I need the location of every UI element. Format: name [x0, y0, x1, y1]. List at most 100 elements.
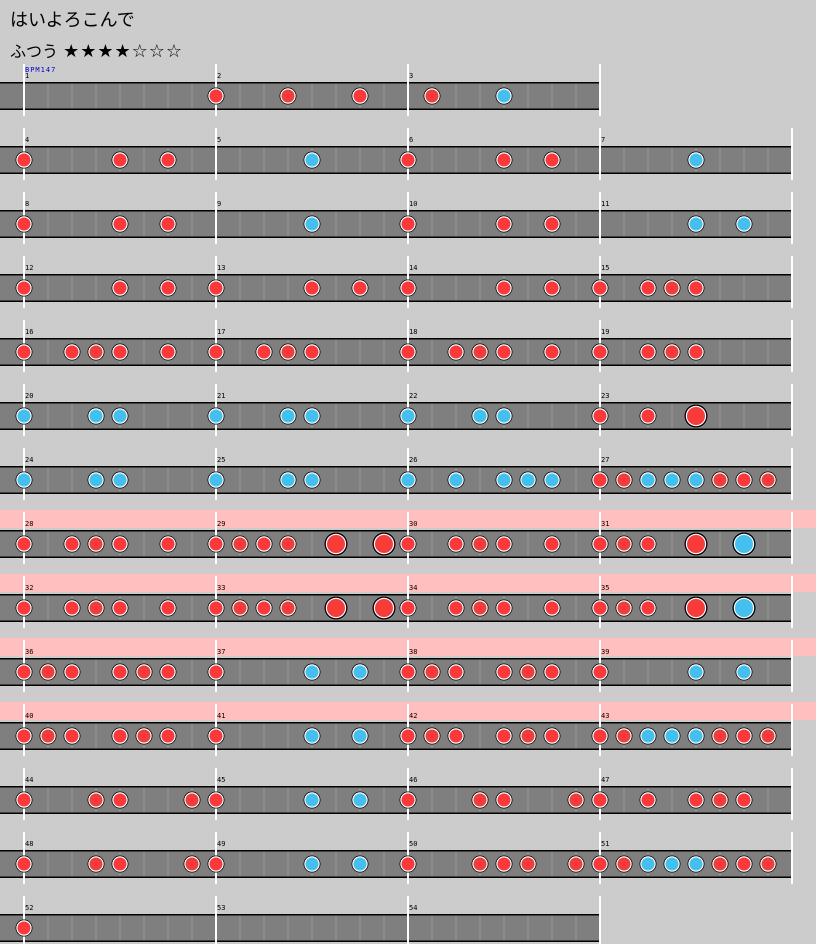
measure-number: 15 [601, 264, 609, 272]
don-note [17, 153, 31, 167]
lane-border-bottom [0, 364, 792, 366]
don-note [665, 345, 679, 359]
ka-note [281, 409, 295, 423]
ka-note [497, 473, 511, 487]
don-note [449, 665, 463, 679]
measure-number: 12 [25, 264, 33, 272]
don-note [473, 857, 487, 871]
lane-border-bottom [0, 108, 600, 110]
don-note [497, 217, 511, 231]
don-note [425, 729, 439, 743]
don-note [113, 217, 127, 231]
lane-border-bottom [0, 492, 792, 494]
don-note [17, 857, 31, 871]
don-note [497, 665, 511, 679]
lane-border-top [0, 338, 792, 340]
measure-number: 52 [25, 904, 33, 912]
don-note [281, 89, 295, 103]
don-note [497, 281, 511, 295]
ka-note [209, 409, 223, 423]
big-ka-note [735, 599, 753, 617]
don-note [161, 537, 175, 551]
don-note [641, 281, 655, 295]
don-note [65, 345, 79, 359]
don-note [233, 601, 247, 615]
don-note [257, 345, 271, 359]
measure-number: 25 [217, 456, 225, 464]
don-note [593, 473, 607, 487]
measure-number: 42 [409, 712, 417, 720]
measure-number: 2 [217, 72, 221, 80]
measure-number: 1 [25, 72, 29, 80]
ka-note [113, 473, 127, 487]
measure-number: 24 [25, 456, 33, 464]
don-note [17, 921, 31, 935]
don-note [521, 729, 535, 743]
don-note [545, 345, 559, 359]
measure-number: 17 [217, 328, 225, 336]
lane-border-top [0, 658, 792, 660]
don-note [209, 281, 223, 295]
ka-note [497, 409, 511, 423]
don-note [641, 793, 655, 807]
don-note [641, 409, 655, 423]
don-note [521, 665, 535, 679]
don-note [497, 857, 511, 871]
measure-number: 27 [601, 456, 609, 464]
don-note [449, 729, 463, 743]
don-note [113, 601, 127, 615]
don-note [41, 665, 55, 679]
don-note [41, 729, 55, 743]
don-note [641, 345, 655, 359]
don-note [353, 281, 367, 295]
don-note [401, 729, 415, 743]
don-note [593, 729, 607, 743]
ka-note [305, 729, 319, 743]
ka-note [497, 89, 511, 103]
don-note [65, 729, 79, 743]
don-note [617, 537, 631, 551]
measure-number: 45 [217, 776, 225, 784]
don-note [17, 793, 31, 807]
measure-number: 43 [601, 712, 609, 720]
measure-number: 34 [409, 584, 417, 592]
lane-border-bottom [0, 812, 792, 814]
ka-note [305, 409, 319, 423]
ka-note [689, 217, 703, 231]
don-note [425, 665, 439, 679]
lane-border-bottom [0, 620, 792, 622]
lane-border-top [0, 210, 792, 212]
measure-number: 23 [601, 392, 609, 400]
lane-border-top [0, 82, 600, 84]
ka-note [689, 729, 703, 743]
measure-number: 35 [601, 584, 609, 592]
measure-number: 54 [409, 904, 417, 912]
ka-note [665, 857, 679, 871]
don-note [401, 793, 415, 807]
don-note [521, 857, 535, 871]
don-note [449, 601, 463, 615]
don-note [473, 537, 487, 551]
measure-number: 49 [217, 840, 225, 848]
measure-number: 36 [25, 648, 33, 656]
ka-note [305, 473, 319, 487]
don-note [689, 281, 703, 295]
don-note [641, 601, 655, 615]
ka-note [641, 857, 655, 871]
don-note [209, 857, 223, 871]
lane-border-top [0, 786, 792, 788]
don-note [401, 601, 415, 615]
measure-number: 5 [217, 136, 221, 144]
big-don-note [327, 599, 345, 617]
don-note [17, 601, 31, 615]
ka-note [737, 217, 751, 231]
don-note [593, 601, 607, 615]
don-note [737, 793, 751, 807]
ka-note [737, 665, 751, 679]
don-note [569, 793, 583, 807]
don-note [401, 345, 415, 359]
lane [0, 466, 792, 494]
difficulty-rating: ふつう ★★★★☆☆☆ [10, 38, 183, 62]
lane [0, 786, 792, 814]
